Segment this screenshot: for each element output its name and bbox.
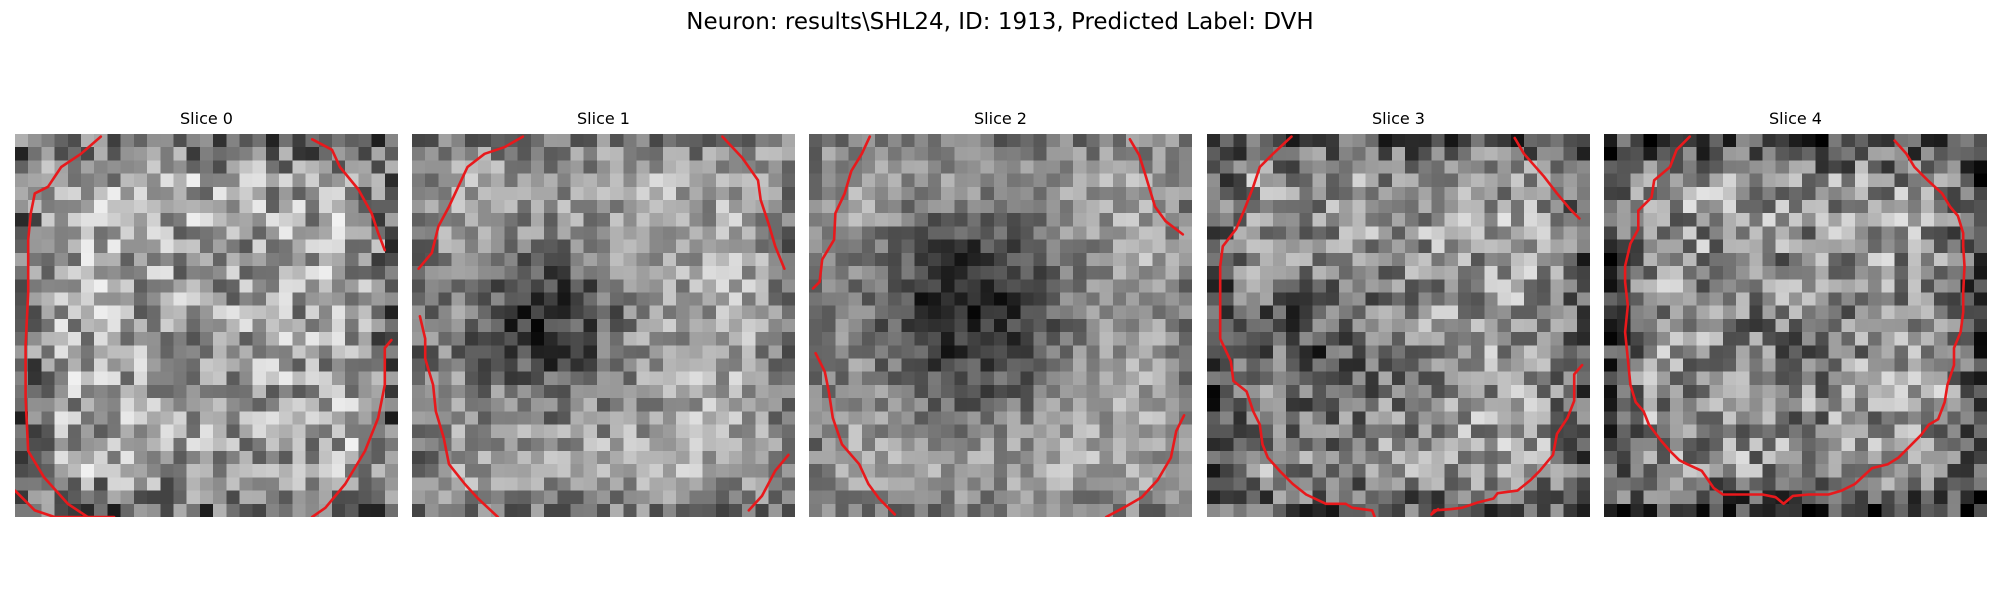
contour-line (310, 338, 393, 517)
slice-image-2 (809, 134, 1192, 517)
slice-title: Slice 3 (1372, 109, 1425, 128)
contour-line (1430, 363, 1584, 516)
contour-line (1218, 135, 1376, 517)
slice-panel-2: Slice 2 (809, 108, 1192, 520)
slice-panel-3: Slice 3 (1207, 108, 1590, 520)
slice-title: Slice 1 (577, 109, 630, 128)
contour-line (24, 135, 116, 517)
slice-image-0 (15, 134, 398, 517)
slice-panel-1: Slice 1 (412, 108, 795, 520)
pixel-grid (15, 134, 398, 517)
slice-image-1 (412, 134, 795, 517)
slice-title: Slice 4 (1769, 109, 1822, 128)
contour-line (1623, 135, 1966, 506)
contour-line (15, 489, 93, 517)
contour-line (418, 315, 500, 517)
contour-line (1513, 136, 1581, 220)
figure-title: Neuron: results\SHL24, ID: 1913, Predict… (686, 9, 1314, 35)
contour-line (814, 351, 897, 516)
pixel-grid (809, 134, 1192, 517)
contour-line (747, 453, 790, 512)
contour-line (1430, 507, 1440, 516)
contour-line (811, 135, 872, 290)
slice-title: Slice 2 (974, 109, 1027, 128)
slice-title: Slice 0 (180, 109, 233, 128)
slice-image-3 (1207, 134, 1590, 517)
slice-panel-4: Slice 4 (1604, 108, 1987, 520)
slice-panel-0: Slice 0 (15, 108, 398, 520)
contour-line (1104, 413, 1186, 517)
contour-line (310, 138, 387, 252)
slice-image-4 (1604, 134, 1987, 517)
pixel-grid (1604, 134, 1987, 517)
contour-line (417, 135, 525, 270)
pixel-grid (1207, 134, 1590, 517)
contour-line (1128, 138, 1185, 236)
contour-line (721, 135, 786, 270)
pixel-grid (412, 134, 795, 517)
